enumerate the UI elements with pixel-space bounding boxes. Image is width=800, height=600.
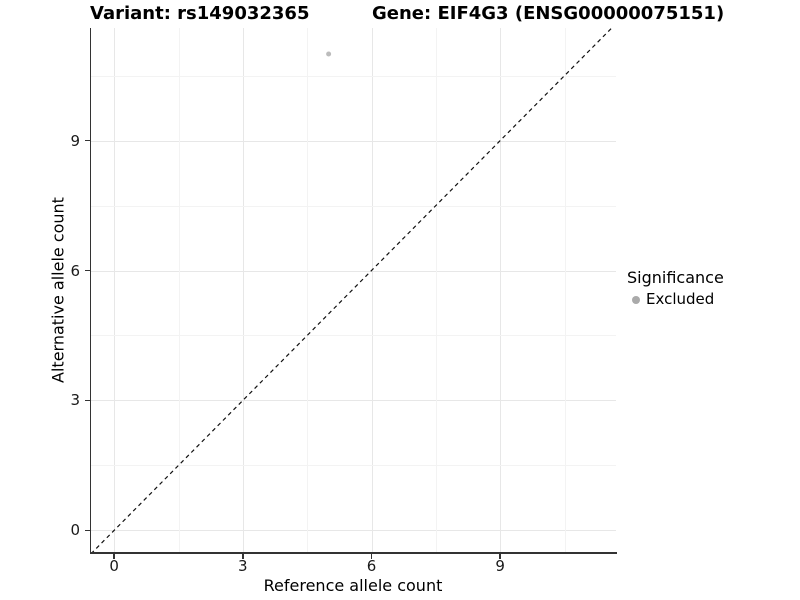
x-tick-label: 6 — [366, 557, 377, 575]
y-tick-mark — [84, 269, 90, 272]
legend: Significance Excluded — [627, 268, 724, 308]
y-axis-line — [89, 28, 91, 553]
gene-title: Gene: EIF4G3 (ENSG00000075151) — [372, 3, 725, 24]
gridline-y-minor — [91, 335, 616, 337]
legend-entry-label: Excluded — [646, 290, 715, 308]
gridline-x-major — [114, 28, 116, 552]
gridline-y-major — [91, 530, 616, 532]
y-tick-label: 3 — [70, 391, 80, 410]
x-tick-label: 0 — [109, 557, 119, 575]
gridline-y-minor — [91, 465, 616, 467]
gridline-x-minor — [564, 28, 566, 552]
y-tick-label: 0 — [70, 521, 80, 540]
gridline-y-major — [91, 400, 616, 402]
y-tick-mark — [84, 399, 90, 402]
gridline-y-major — [91, 140, 616, 142]
gridline-y-minor — [91, 205, 616, 207]
gridline-x-major — [371, 28, 373, 552]
y-tick-mark — [84, 139, 90, 142]
identity-dashed-line — [91, 28, 613, 552]
y-axis-title: Alternative allele count — [48, 197, 68, 383]
gridline-x-minor — [435, 28, 437, 552]
y-tick-label: 9 — [70, 131, 80, 150]
plot-panel — [91, 28, 616, 552]
x-tick-mark — [242, 553, 244, 559]
gridline-y-major — [91, 270, 616, 272]
gridline-x-minor — [178, 28, 180, 552]
plot-area-svg — [91, 28, 613, 552]
gridline-x-major — [242, 28, 244, 552]
gridline-x-minor — [307, 28, 309, 552]
x-tick-mark — [113, 553, 115, 559]
x-tick-label: 3 — [238, 557, 248, 575]
x-tick-mark — [499, 553, 501, 559]
gridline-y-minor — [91, 75, 616, 77]
legend-entry-excluded: Excluded — [627, 291, 724, 308]
data-point-excluded — [326, 51, 332, 57]
y-tick-mark — [84, 529, 90, 532]
x-axis-title: Reference allele count — [263, 576, 443, 595]
gridline-x-major — [500, 28, 502, 552]
x-tick-label: 9 — [495, 557, 505, 575]
variant-title: Variant: rs149032365 — [90, 3, 310, 24]
legend-title: Significance — [627, 268, 724, 287]
y-tick-label: 6 — [70, 261, 80, 280]
excluded-point-icon — [632, 295, 640, 304]
x-tick-mark — [370, 553, 373, 559]
x-axis-line — [89, 552, 617, 554]
